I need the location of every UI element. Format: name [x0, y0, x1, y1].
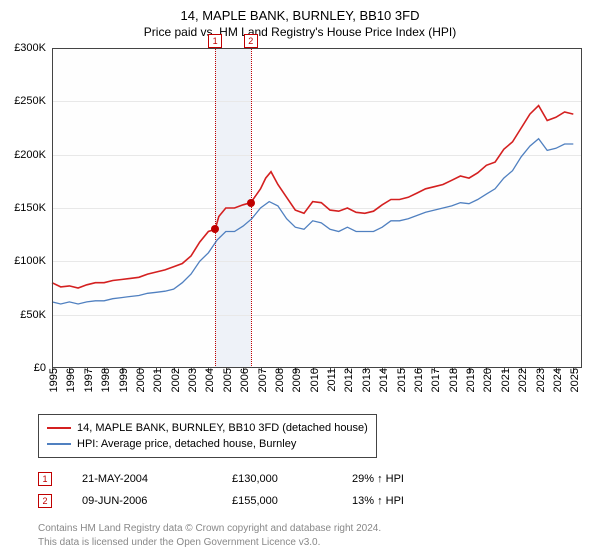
sale-marker-2: 2 [38, 494, 52, 508]
legend-label-2: HPI: Average price, detached house, Burn… [77, 436, 296, 452]
xtick-label: 2006 [235, 368, 251, 392]
xtick-label: 1995 [44, 368, 60, 392]
sale-row-2: 2 09-JUN-2006 £155,000 13% ↑ HPI [38, 490, 578, 512]
xtick-label: 2022 [513, 368, 529, 392]
xtick-label: 2023 [531, 368, 547, 392]
xtick-label: 2011 [322, 368, 338, 392]
xtick-label: 1999 [114, 368, 130, 392]
xtick-label: 2001 [148, 368, 164, 392]
xtick-label: 2002 [166, 368, 182, 392]
series-line [52, 106, 573, 288]
xtick-label: 1996 [61, 368, 77, 392]
xtick-label: 2003 [183, 368, 199, 392]
ytick-label: £150K [14, 202, 52, 214]
ytick-label: £100K [14, 255, 52, 267]
sale-date-1: 21-MAY-2004 [82, 473, 232, 485]
legend-and-sales: 14, MAPLE BANK, BURNLEY, BB10 3FD (detac… [38, 414, 578, 512]
sale-date-2: 09-JUN-2006 [82, 495, 232, 507]
chart-subtitle: Price paid vs. HM Land Registry's House … [0, 23, 600, 47]
legend-item-2: HPI: Average price, detached house, Burn… [47, 436, 368, 452]
ytick-label: £250K [14, 95, 52, 107]
legend-label-1: 14, MAPLE BANK, BURNLEY, BB10 3FD (detac… [77, 420, 368, 436]
xtick-label: 2007 [253, 368, 269, 392]
chart-container: 14, MAPLE BANK, BURNLEY, BB10 3FD Price … [0, 0, 600, 560]
ytick-label: £200K [14, 149, 52, 161]
ytick-label: £300K [14, 42, 52, 54]
xtick-label: 2021 [496, 368, 512, 392]
chart-title: 14, MAPLE BANK, BURNLEY, BB10 3FD [0, 0, 600, 23]
sale-price-1: £130,000 [232, 473, 352, 485]
legend-box: 14, MAPLE BANK, BURNLEY, BB10 3FD (detac… [38, 414, 377, 458]
xtick-label: 2010 [305, 368, 321, 392]
xtick-label: 2005 [218, 368, 234, 392]
attribution-line-1: Contains HM Land Registry data © Crown c… [38, 522, 381, 536]
xtick-label: 2015 [392, 368, 408, 392]
xtick-label: 2016 [409, 368, 425, 392]
xtick-label: 1998 [96, 368, 112, 392]
sale-point-dot [247, 199, 255, 207]
plot-area: 12 £0£50K£100K£150K£200K£250K£300K 19951… [52, 48, 582, 368]
xtick-label: 2013 [357, 368, 373, 392]
xtick-label: 1997 [79, 368, 95, 392]
legend-swatch-series-1 [47, 427, 71, 429]
xtick-label: 2018 [444, 368, 460, 392]
xtick-label: 2012 [339, 368, 355, 392]
sale-diff-2: 13% ↑ HPI [352, 495, 472, 507]
event-marker-2: 2 [244, 34, 258, 48]
sale-price-2: £155,000 [232, 495, 352, 507]
sale-row-1: 1 21-MAY-2004 £130,000 29% ↑ HPI [38, 468, 578, 490]
xtick-label: 2020 [478, 368, 494, 392]
xtick-label: 2024 [548, 368, 564, 392]
sales-table: 1 21-MAY-2004 £130,000 29% ↑ HPI 2 09-JU… [38, 468, 578, 512]
xtick-label: 2009 [287, 368, 303, 392]
xtick-label: 2019 [461, 368, 477, 392]
event-marker-1: 1 [208, 34, 222, 48]
legend-swatch-series-2 [47, 443, 71, 445]
attribution-line-2: This data is licensed under the Open Gov… [38, 536, 381, 550]
sale-marker-1: 1 [38, 472, 52, 486]
xtick-label: 2004 [200, 368, 216, 392]
xtick-label: 2025 [565, 368, 581, 392]
attribution: Contains HM Land Registry data © Crown c… [38, 522, 381, 550]
xtick-label: 2017 [426, 368, 442, 392]
xtick-label: 2000 [131, 368, 147, 392]
xtick-label: 2008 [270, 368, 286, 392]
xtick-label: 2014 [374, 368, 390, 392]
ytick-label: £50K [20, 309, 52, 321]
legend-item-1: 14, MAPLE BANK, BURNLEY, BB10 3FD (detac… [47, 420, 368, 436]
sale-diff-1: 29% ↑ HPI [352, 473, 472, 485]
sale-point-dot [211, 225, 219, 233]
line-series-svg [52, 48, 582, 368]
